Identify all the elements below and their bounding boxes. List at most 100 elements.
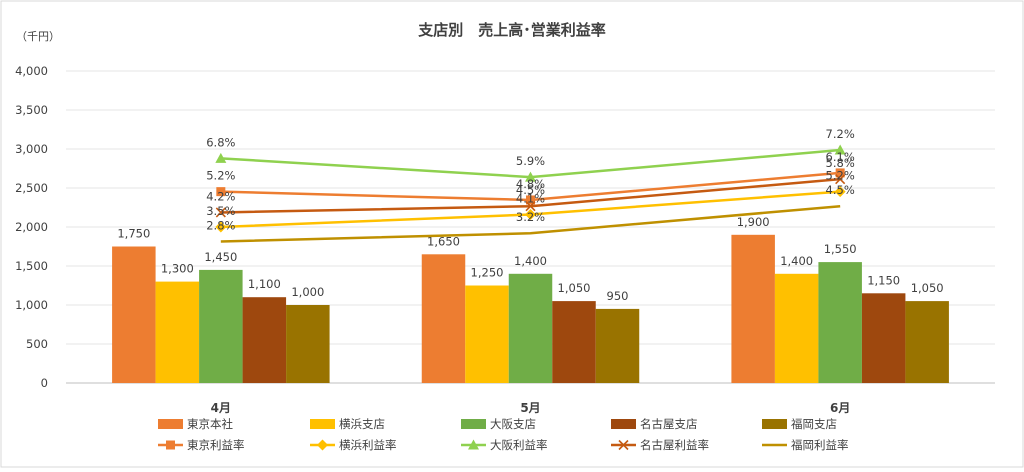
line-data-labels: 5.2% 4.8% 6.1% 3.5% 4.1% 5.2% 6.8% 5.9% 7.2% 4.2%…: [206, 127, 855, 233]
line-data-label: 5.2%: [206, 169, 235, 183]
x-tick-label: 5月: [520, 401, 540, 415]
bar: [508, 273, 553, 383]
y-tick-label: 1,500: [15, 259, 48, 273]
legend-label: 名古屋支店: [640, 417, 698, 431]
legend-label: 横浜支店: [339, 417, 385, 431]
line-data-label: 6.1%: [826, 150, 855, 164]
bar: [861, 293, 906, 383]
bar-data-label: 1,750: [117, 227, 150, 241]
bar: [242, 297, 287, 383]
legend-label: 大阪支店: [490, 417, 536, 431]
line-marker: [216, 187, 226, 197]
bar: [286, 305, 330, 383]
bar-data-label: 1,550: [824, 242, 857, 256]
legend-label: 大阪利益率: [490, 438, 548, 452]
line-data-label: 5.9%: [516, 154, 545, 168]
bar: [774, 273, 819, 383]
y-tick-label: 0: [41, 376, 48, 390]
bar: [905, 301, 949, 383]
bar-data-label: 1,300: [161, 262, 194, 276]
line-data-label: 3.2%: [516, 210, 545, 224]
bar-data-label: 1,000: [291, 285, 324, 299]
bar-data-label: 1,050: [911, 281, 944, 295]
line-marker: [525, 209, 536, 221]
line-marker: [166, 440, 175, 450]
line-marker: [317, 439, 328, 451]
line-marker: [468, 439, 479, 450]
line-marker: [215, 152, 227, 163]
bar-data-label: 1,900: [737, 215, 770, 229]
line-marker: [835, 174, 846, 185]
bar-data-label: 1,100: [248, 277, 281, 291]
bar-data-label: 1,050: [558, 281, 591, 295]
line-marker: [834, 186, 846, 198]
y-tick-label: 2,000: [15, 220, 48, 234]
line-data-label: 4.8%: [516, 177, 545, 191]
legend-label: 福岡利益率: [791, 438, 849, 452]
bar-data-label: 1,250: [471, 266, 504, 280]
line-data-label: 4.5%: [826, 183, 855, 197]
bar: [731, 234, 775, 383]
legend-label: 横浜利益率: [339, 438, 397, 452]
bar-series: [112, 234, 949, 383]
bar: [199, 269, 243, 383]
legend-swatch: [310, 419, 335, 429]
line-marker: [834, 144, 846, 155]
x-tick-label: 6月: [830, 401, 850, 415]
line-data-label: 6.8%: [206, 135, 235, 149]
bar-data-label: 1,150: [867, 273, 900, 287]
chart-title: 支店別 売上高･営業利益率: [417, 21, 606, 39]
line-data-label: 4.5%: [516, 183, 545, 197]
line-data-label: 4.1%: [516, 192, 545, 206]
bar: [552, 301, 596, 383]
y-tick-label: 3,000: [15, 142, 48, 156]
legend-swatch: [158, 419, 183, 429]
line-data-label: 7.2%: [826, 127, 855, 141]
bar: [465, 285, 509, 383]
bar: [818, 262, 862, 383]
bar-data-label: 950: [607, 289, 629, 303]
y-tick-label: 500: [26, 337, 48, 351]
bar: [112, 246, 156, 383]
bar-data-label: 1,400: [780, 254, 813, 268]
line-marker: [525, 201, 536, 212]
line-data-label: 3.5%: [206, 204, 235, 218]
x-tick-label: 4月: [211, 401, 231, 415]
y-axis-ticks: 0 500 1,000 1,500 2,000 2,500 3,000 3,500 4,000: [15, 64, 48, 390]
y-tick-label: 2,500: [15, 181, 48, 195]
bar-data-label: 1,400: [514, 254, 547, 268]
legend-swatch: [461, 419, 486, 429]
bar-data-labels: 1,750 1,650 1,900 1,300 1,250 1,400 1,450 1,400…: [117, 215, 943, 303]
line-marker: [525, 171, 536, 182]
line-series: [215, 144, 846, 243]
line-marker: [618, 439, 629, 451]
line-marker: [215, 221, 227, 233]
legend-label: 東京本社: [187, 417, 233, 431]
legend-swatch: [611, 419, 636, 429]
bar: [421, 254, 466, 383]
line-data-label: 4.2%: [206, 189, 235, 203]
y-axis-label: （千円）: [16, 30, 60, 43]
bar: [595, 308, 640, 383]
line-data-label: 2.8%: [206, 219, 235, 233]
line-data-label: 5.2%: [826, 169, 855, 183]
line-marker: [526, 195, 535, 205]
legend-label: 福岡支店: [791, 417, 837, 431]
line-marker: [215, 207, 226, 218]
legend-label: 東京利益率: [187, 438, 245, 452]
bar-data-label: 1,450: [204, 250, 237, 264]
legend-swatch: [762, 419, 787, 429]
y-tick-label: 4,000: [15, 64, 48, 78]
bar: [155, 281, 200, 383]
y-tick-label: 3,500: [15, 103, 48, 117]
series-line: [220, 204, 841, 243]
line-data-label: 5.8%: [826, 156, 855, 170]
legend-label: 名古屋利益率: [640, 438, 709, 452]
bar-data-label: 1,650: [427, 234, 460, 248]
x-axis-ticks: 4月 5月 6月: [211, 401, 851, 415]
y-tick-label: 1,000: [15, 298, 48, 312]
line-marker: [835, 168, 845, 178]
